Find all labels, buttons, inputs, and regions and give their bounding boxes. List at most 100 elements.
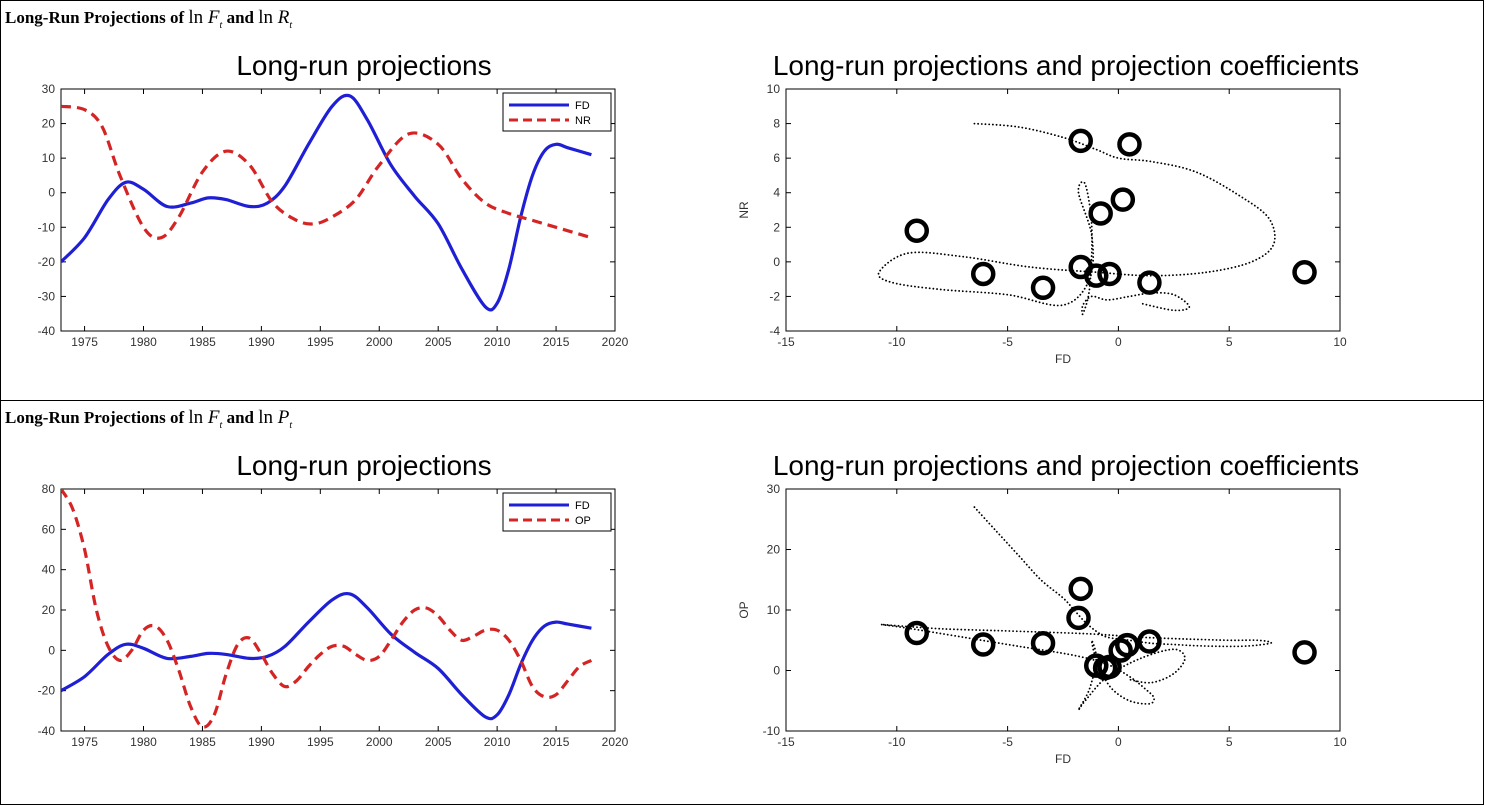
y-tick-label: 6 — [773, 151, 780, 165]
y-tick-label: -10 — [763, 724, 781, 738]
series-line-fd — [61, 591, 592, 721]
coefficient-marker — [1117, 132, 1142, 157]
x-tick-label: -15 — [777, 735, 795, 749]
heading-prefix: Long-Run Projections of — [5, 8, 185, 27]
y-tick-label: 0 — [773, 255, 780, 269]
y-tick-label: 8 — [773, 117, 780, 131]
x-tick-label: 0 — [1115, 735, 1122, 749]
heading-var1-sub: t — [219, 19, 223, 31]
y-tick-label: -20 — [38, 255, 56, 269]
series-line-nr — [61, 104, 592, 240]
heading-var2-symbol: P — [277, 407, 290, 428]
y-axis-label: OP — [737, 601, 751, 618]
y-tick-label: -4 — [769, 324, 780, 338]
panel-heading: Long-Run Projections of ln Ft and ln Pt — [5, 407, 292, 431]
y-tick-label: -30 — [38, 289, 56, 303]
coefficient-marker — [904, 218, 929, 243]
x-tick-label: 5 — [1226, 735, 1233, 749]
heading-var1-symbol: F — [207, 407, 220, 428]
heading-var-1: ln Ft — [188, 7, 223, 31]
plot-frame — [785, 488, 1341, 732]
series-line-fd — [61, 93, 592, 312]
y-tick-label: 80 — [42, 482, 56, 496]
heading-var2-sub: t — [289, 419, 293, 431]
coefficient-marker — [1083, 263, 1109, 288]
y-axis-label: NR — [737, 201, 751, 219]
line-chart-fd-nr: Long-run projections 1975 1980 1985 1990 1995… — [38, 50, 629, 349]
x-tick-label: 1985 — [189, 735, 216, 749]
y-tick-label: -40 — [38, 324, 56, 338]
legend-label-fd: FD — [575, 500, 590, 512]
y-tick-label: 10 — [767, 82, 781, 96]
coefficient-marker — [1137, 629, 1162, 654]
x-tick-label: -15 — [777, 335, 795, 349]
legend-label-op: OP — [575, 515, 591, 527]
x-tick-label: 1990 — [248, 735, 275, 749]
x-tick-label: 2015 — [543, 735, 570, 749]
x-tick-label: -5 — [1002, 335, 1013, 349]
chart-title: Long-run projections and projection coef… — [773, 50, 1359, 81]
heading-conj: and — [226, 408, 254, 427]
x-tick-label: 2010 — [484, 735, 511, 749]
coefficient-marker — [1110, 187, 1136, 212]
y-tick-label: -2 — [769, 289, 780, 303]
panel-fd-op: Long-Run Projections of ln Ft and ln Pt … — [0, 400, 1484, 805]
coefficient-marker — [1088, 201, 1113, 226]
x-tick-label: 2015 — [543, 335, 570, 349]
y-tick-label: 30 — [767, 482, 781, 496]
y-tick-label: 20 — [42, 603, 56, 617]
x-tick-label: 1995 — [307, 335, 334, 349]
x-tick-label: 1995 — [307, 735, 334, 749]
coefficient-marker — [1030, 275, 1056, 301]
x-tick-label: 10 — [1333, 335, 1347, 349]
coefficient-marker — [904, 620, 929, 646]
x-tick-label: 2020 — [602, 335, 629, 349]
x-tick-label: -10 — [888, 335, 906, 349]
x-axis-label: FD — [1055, 352, 1071, 366]
series-line-op — [61, 489, 593, 729]
scatter-chart-fd-op: Long-run projections and projection coef… — [737, 450, 1359, 766]
x-tick-label: 1990 — [248, 335, 275, 349]
coefficient-marker — [970, 632, 996, 657]
series-group — [61, 93, 592, 312]
x-tick-label: 1985 — [189, 335, 216, 349]
panel-fd-nr: Long-Run Projections of ln Ft and ln Rt … — [0, 0, 1484, 401]
panel-heading: Long-Run Projections of ln Ft and ln Rt — [5, 7, 292, 31]
series-group — [61, 489, 593, 729]
y-tick-label: 2 — [773, 220, 780, 234]
coefficient-marker — [1292, 640, 1317, 665]
legend: FD OP — [502, 492, 612, 532]
y-tick-label: 10 — [42, 151, 56, 165]
x-tick-label: 2000 — [366, 735, 393, 749]
x-tick-label: 1975 — [71, 735, 98, 749]
y-tick-label: 4 — [773, 186, 780, 200]
heading-var2-sub: t — [289, 19, 293, 31]
y-tick-label: -20 — [38, 684, 56, 698]
y-tick-label: 30 — [42, 82, 56, 96]
heading-var-2: ln Pt — [258, 407, 293, 431]
coefficient-marker — [1097, 654, 1122, 680]
scatter-chart-fd-nr: Long-run projections and projection coef… — [737, 50, 1359, 366]
y-tick-label: 0 — [48, 186, 55, 200]
chart-title: Long-run projections — [236, 450, 491, 481]
x-tick-label: -5 — [1002, 735, 1013, 749]
x-tick-label: 1975 — [71, 335, 98, 349]
plot-frame — [785, 88, 1341, 332]
heading-var1-symbol: F — [207, 7, 220, 28]
heading-conj: and — [226, 8, 254, 27]
legend-label-nr: NR — [575, 115, 591, 127]
coefficient-marker — [970, 261, 996, 287]
legend-label-fd: FD — [575, 100, 590, 112]
coefficient-marker — [1292, 259, 1317, 285]
heading-var2-symbol: R — [277, 7, 290, 28]
y-tick-label: 10 — [767, 603, 781, 617]
x-tick-label: 2005 — [425, 735, 452, 749]
x-tick-label: 1980 — [130, 335, 157, 349]
heading-var-2: ln Rt — [258, 7, 293, 31]
line-chart-fd-op: Long-run projections 1975 1980 1985 1990 1995… — [38, 450, 629, 749]
coefficient-marker — [1030, 631, 1056, 656]
x-tick-label: 0 — [1115, 335, 1122, 349]
legend-box — [502, 492, 612, 532]
coefficient-marker — [1068, 128, 1093, 154]
y-tick-label: 0 — [773, 664, 780, 678]
